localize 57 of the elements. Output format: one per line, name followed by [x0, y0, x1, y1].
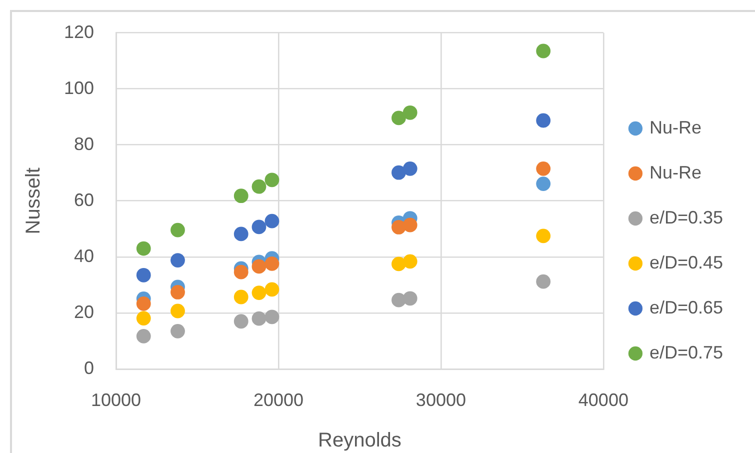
- point: [264, 172, 280, 188]
- point: [136, 329, 151, 344]
- point: [252, 179, 266, 194]
- x-tick-label: 10000: [90, 390, 142, 410]
- x-tick-label: 20000: [253, 390, 304, 410]
- point: [234, 226, 248, 242]
- x-axis-title: Reynolds: [318, 430, 402, 452]
- point: [234, 314, 248, 329]
- point: [170, 324, 185, 338]
- point: [136, 268, 151, 282]
- point: [536, 44, 551, 58]
- legend-label: Nu-Re: [649, 162, 702, 182]
- legend-label: e/D=0.75: [649, 342, 724, 362]
- point: [392, 165, 406, 180]
- point: [170, 253, 185, 268]
- point: [252, 311, 266, 326]
- point: [252, 220, 266, 234]
- x-tick-label: 40000: [578, 390, 628, 410]
- y-tick-label: 100: [64, 78, 94, 98]
- point: [392, 110, 406, 126]
- legend-label: e/D=0.45: [649, 252, 724, 272]
- y-tick-label: 40: [74, 246, 94, 266]
- y-tick-label: 20: [74, 302, 94, 322]
- point: [136, 296, 151, 311]
- point: [264, 256, 280, 271]
- point: [170, 222, 185, 238]
- legend-label: e/D=0.65: [649, 297, 724, 318]
- point: [252, 286, 266, 300]
- point: [136, 241, 151, 256]
- point: [170, 285, 185, 300]
- point: [402, 105, 418, 120]
- point: [234, 264, 248, 280]
- point: [402, 291, 418, 306]
- point: [402, 218, 418, 232]
- y-tick-label: 60: [74, 190, 94, 210]
- point: [264, 310, 280, 324]
- point: [536, 113, 551, 128]
- point: [536, 274, 551, 289]
- point: [536, 228, 551, 244]
- point: [402, 161, 418, 176]
- y-tick-label: 120: [64, 22, 94, 42]
- point: [536, 161, 551, 176]
- point: [136, 311, 151, 326]
- point: [234, 290, 248, 304]
- y-tick-label: 0: [84, 358, 94, 378]
- point: [234, 188, 248, 204]
- point: [536, 176, 551, 192]
- point: [402, 254, 418, 269]
- point: [252, 259, 266, 274]
- point: [264, 214, 280, 228]
- point: [264, 282, 280, 297]
- legend-label: e/D=0.35: [649, 207, 724, 228]
- y-tick-label: 80: [74, 134, 94, 154]
- legend-label: Nu-Re: [649, 117, 702, 138]
- x-tick-label: 30000: [416, 390, 466, 410]
- point: [170, 304, 185, 318]
- y-axis-title: Nusselt: [22, 167, 45, 234]
